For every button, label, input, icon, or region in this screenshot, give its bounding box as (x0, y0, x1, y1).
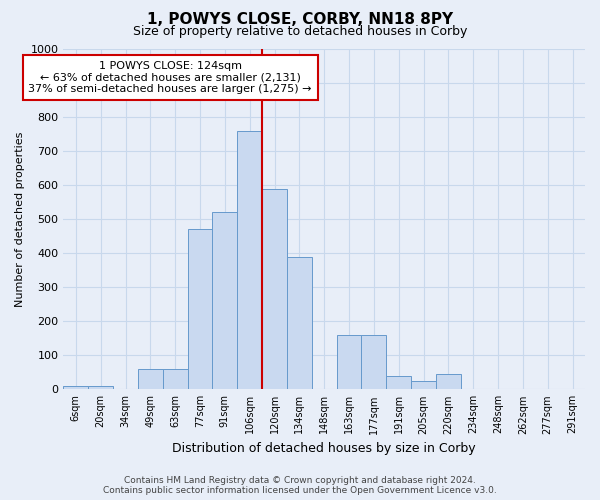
Bar (436, 374, 461, 390)
Bar (361, 335, 386, 390)
Bar (163, 369, 188, 390)
Bar (212, 212, 237, 390)
Text: 1 POWYS CLOSE: 124sqm
← 63% of detached houses are smaller (2,131)
37% of semi-d: 1 POWYS CLOSE: 124sqm ← 63% of detached … (28, 61, 312, 94)
Bar (287, 256, 312, 390)
Bar (237, 130, 262, 390)
X-axis label: Distribution of detached houses by size in Corby: Distribution of detached houses by size … (172, 442, 476, 455)
Text: 1, POWYS CLOSE, CORBY, NN18 8PY: 1, POWYS CLOSE, CORBY, NN18 8PY (147, 12, 453, 28)
Bar (188, 230, 212, 390)
Y-axis label: Number of detached properties: Number of detached properties (15, 132, 25, 307)
Bar (411, 381, 436, 390)
Bar (64, 386, 88, 390)
Bar (88, 386, 113, 390)
Bar (138, 369, 163, 390)
Bar (386, 376, 411, 390)
Text: Size of property relative to detached houses in Corby: Size of property relative to detached ho… (133, 25, 467, 38)
Bar (262, 188, 287, 390)
Text: Contains HM Land Registry data © Crown copyright and database right 2024.
Contai: Contains HM Land Registry data © Crown c… (103, 476, 497, 495)
Bar (337, 335, 361, 390)
